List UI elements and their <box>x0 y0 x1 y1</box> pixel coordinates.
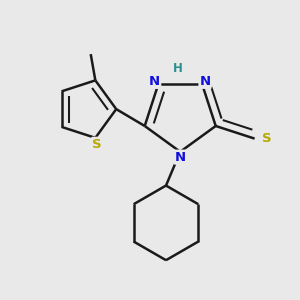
Text: N: N <box>175 151 186 164</box>
Text: N: N <box>149 75 160 88</box>
Text: H: H <box>173 62 183 75</box>
Text: S: S <box>262 132 272 145</box>
Text: N: N <box>200 75 211 88</box>
Text: S: S <box>92 138 102 151</box>
